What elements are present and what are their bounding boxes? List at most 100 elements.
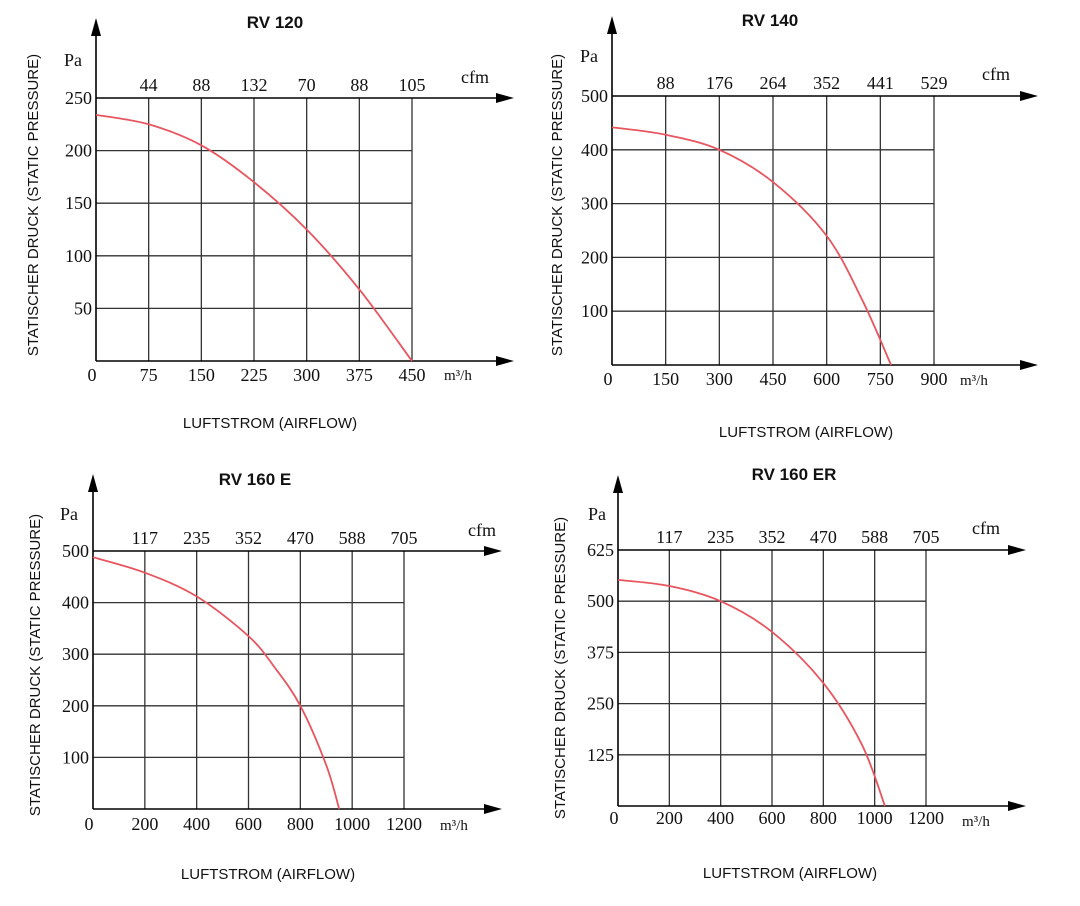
x-axis-arrow [1020, 360, 1038, 370]
y-tick-label: 125 [587, 745, 614, 765]
cfm-tick-label: 470 [287, 528, 314, 548]
x-axis-title: LUFTSTROM (AIRFLOW) [183, 415, 357, 432]
y-tick-label: 100 [65, 246, 92, 266]
cfm-tick-label: 44 [140, 75, 158, 95]
x-axis-title: LUFTSTROM (AIRFLOW) [703, 865, 877, 882]
cfm-unit-label: cfm [972, 518, 1000, 538]
y-tick-label: 250 [65, 88, 92, 108]
y-tick-label: 150 [65, 193, 92, 213]
chart-panel-1: RV 120 Pa 50 100 150 200 250 0 75 150 225 300 375 450… [25, 13, 514, 432]
x-tick-label: 600 [813, 369, 840, 389]
cfm-axis-arrow [496, 93, 514, 103]
cfm-tick-label: 235 [183, 528, 210, 548]
x-tick-label: 150 [652, 369, 679, 389]
pressure-curve-line [92, 556, 341, 810]
y-axis-arrow [607, 16, 617, 34]
x-tick-label: 75 [140, 365, 158, 385]
x-tick-label: 300 [706, 369, 733, 389]
pressure-curve-line [95, 113, 413, 362]
y-axis-title: STATISCHER DRUCK (STATIC PRESSURE) [25, 54, 42, 356]
y-tick-label: 100 [581, 301, 608, 321]
cfm-tick-label: 235 [707, 527, 734, 547]
y-tick-label: 375 [587, 642, 614, 662]
x-tick-label: 150 [188, 365, 215, 385]
x-unit-label: m³/h [962, 814, 990, 830]
y-axis-title: STATISCHER DRUCK (STATIC PRESSURE) [27, 514, 44, 816]
cfm-axis-arrow [1020, 91, 1038, 101]
y-tick-label: 400 [581, 140, 608, 160]
x-unit-label: m³/h [444, 368, 472, 384]
y-tick-label: 100 [62, 747, 89, 767]
cfm-tick-label: 470 [810, 527, 837, 547]
y-unit-label: Pa [588, 504, 606, 524]
y-tick-label: 500 [587, 591, 614, 611]
x-tick-label: 1000 [857, 808, 893, 828]
x-tick-label: 200 [131, 814, 158, 834]
y-tick-label: 400 [62, 593, 89, 613]
x-tick-label: 0 [88, 365, 97, 385]
x-tick-label: 400 [183, 814, 210, 834]
pressure-curve-line [617, 579, 886, 807]
y-tick-label: 50 [74, 298, 92, 318]
y-tick-label: 625 [587, 540, 614, 560]
cfm-tick-label: 70 [298, 75, 316, 95]
y-axis-arrow [88, 474, 98, 492]
x-tick-label: 200 [656, 808, 683, 828]
y-unit-label: Pa [64, 50, 82, 70]
cfm-tick-label: 264 [760, 73, 787, 93]
x-tick-label: 600 [235, 814, 262, 834]
x-axis-arrow [496, 356, 514, 366]
x-tick-label: 1200 [908, 808, 944, 828]
cfm-unit-label: cfm [982, 64, 1010, 84]
cfm-tick-label: 588 [339, 528, 366, 548]
x-tick-label: 800 [287, 814, 314, 834]
x-unit-label: m³/h [960, 373, 988, 389]
cfm-tick-label: 352 [235, 528, 262, 548]
x-axis-title: LUFTSTROM (AIRFLOW) [181, 866, 355, 883]
cfm-unit-label: cfm [468, 520, 496, 540]
cfm-axis-arrow [484, 546, 502, 556]
cfm-tick-label: 352 [759, 527, 786, 547]
x-tick-label: 450 [399, 365, 426, 385]
y-tick-label: 500 [62, 541, 89, 561]
cfm-tick-label: 176 [706, 73, 733, 93]
cfm-tick-label: 117 [132, 528, 158, 548]
cfm-axis-arrow [1008, 545, 1026, 555]
cfm-tick-label: 705 [913, 527, 940, 547]
x-axis-arrow [1008, 801, 1026, 811]
y-tick-label: 200 [65, 141, 92, 161]
y-tick-label: 200 [62, 696, 89, 716]
x-axis-title: LUFTSTROM (AIRFLOW) [719, 424, 893, 441]
x-unit-label: m³/h [440, 818, 468, 834]
x-tick-label: 0 [604, 369, 613, 389]
y-axis-title: STATISCHER DRUCK (STATIC PRESSURE) [552, 517, 569, 819]
x-tick-label: 750 [867, 369, 894, 389]
pressure-curve-line [611, 126, 892, 366]
cfm-tick-label: 705 [391, 528, 418, 548]
chart-panel-3: RV 160 E Pa 100 200 300 400 500 0 200 400 600 800 10… [27, 470, 502, 883]
y-axis-arrow [613, 475, 623, 493]
y-tick-label: 300 [62, 644, 89, 664]
cfm-tick-label: 88 [657, 73, 675, 93]
x-tick-label: 600 [759, 808, 786, 828]
y-axis-title: STATISCHER DRUCK (STATIC PRESSURE) [549, 54, 566, 356]
y-unit-label: Pa [60, 504, 78, 524]
cfm-tick-label: 352 [813, 73, 840, 93]
x-tick-label: 1000 [334, 814, 370, 834]
cfm-tick-label: 132 [241, 75, 268, 95]
x-tick-label: 900 [921, 369, 948, 389]
y-axis-arrow [91, 18, 101, 36]
x-tick-label: 300 [293, 365, 320, 385]
y-tick-label: 250 [587, 694, 614, 714]
x-tick-label: 800 [810, 808, 837, 828]
chart-title: RV 160 ER [752, 465, 837, 484]
cfm-unit-label: cfm [461, 67, 489, 87]
y-tick-label: 200 [581, 247, 608, 267]
x-tick-label: 400 [707, 808, 734, 828]
x-tick-label: 375 [346, 365, 373, 385]
x-tick-label: 450 [760, 369, 787, 389]
cfm-tick-label: 88 [350, 75, 368, 95]
chart-title: RV 120 [247, 13, 303, 32]
x-tick-label: 1200 [386, 814, 422, 834]
